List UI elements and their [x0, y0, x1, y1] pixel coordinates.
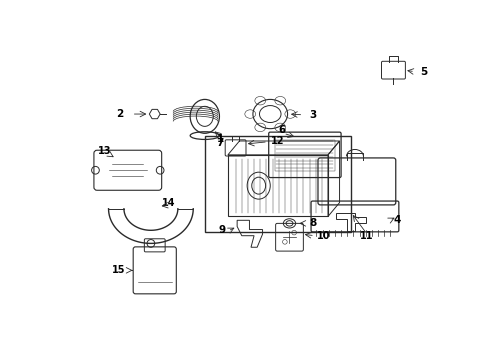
Text: 4: 4 — [393, 215, 400, 225]
Text: 7: 7 — [216, 138, 224, 148]
Text: 15: 15 — [112, 265, 125, 275]
Text: 1: 1 — [216, 134, 224, 144]
Text: 6: 6 — [278, 125, 285, 135]
Text: 12: 12 — [271, 136, 284, 146]
Bar — [274, 140, 334, 171]
Text: 14: 14 — [162, 198, 175, 208]
Text: 10: 10 — [317, 231, 330, 241]
Text: 9: 9 — [218, 225, 225, 235]
Text: 5: 5 — [420, 67, 427, 77]
Text: 3: 3 — [308, 110, 316, 120]
Text: 11: 11 — [359, 231, 372, 241]
Text: 8: 8 — [308, 219, 316, 228]
Text: 2: 2 — [116, 109, 123, 119]
Bar — [204, 136, 350, 232]
Text: 13: 13 — [98, 146, 111, 156]
